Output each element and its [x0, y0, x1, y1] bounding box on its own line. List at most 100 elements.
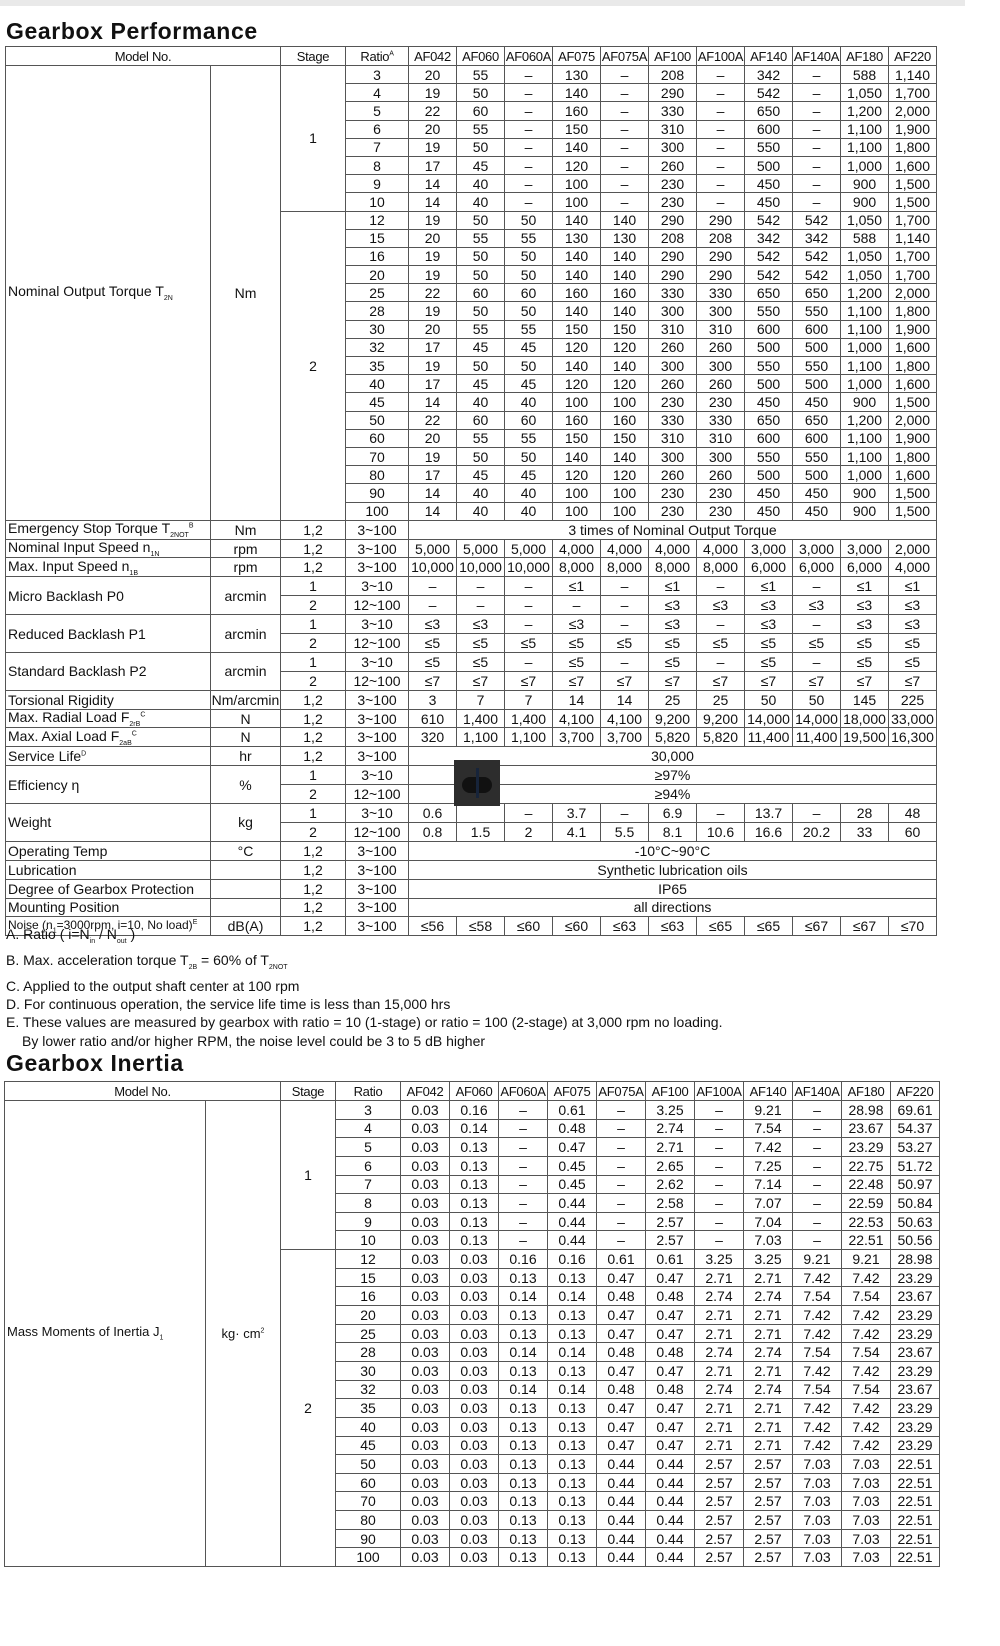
value-cell: – — [792, 155, 841, 176]
value-cell: 5,820 — [648, 727, 697, 748]
value-cell: – — [792, 192, 841, 212]
value-cell: 14 — [408, 483, 457, 503]
value-cell: 60 — [504, 410, 553, 430]
label-part: Torsional Rigidity — [8, 691, 114, 708]
value-cell: – — [600, 651, 649, 672]
value-cell: 40 — [504, 501, 553, 521]
value-cell: 140 — [552, 446, 601, 467]
value-cell: – — [694, 1211, 744, 1232]
spec-value-span: ≥94% — [408, 784, 937, 805]
value-cell: ≤7 — [600, 670, 649, 691]
value-cell: 300 — [696, 301, 745, 321]
value-cell: 0.16 — [449, 1100, 499, 1120]
value-cell: 7.03 — [792, 1547, 842, 1568]
ratio-cell: 12~100 — [345, 633, 409, 653]
value-cell: 50 — [456, 446, 505, 467]
value-cell: 0.47 — [645, 1267, 695, 1288]
value-cell: 0.14 — [498, 1379, 548, 1400]
value-cell: – — [792, 1193, 842, 1213]
value-cell: – — [792, 614, 841, 635]
value-cell: 900 — [840, 501, 889, 521]
value-cell: ≤3 — [840, 595, 889, 616]
value-cell: 55 — [504, 428, 553, 448]
value-cell: 3.25 — [694, 1249, 744, 1269]
value-cell: 14 — [408, 192, 457, 212]
value-cell: 550 — [792, 355, 841, 376]
value-cell: 19 — [408, 301, 457, 321]
value-cell: – — [696, 651, 745, 672]
value-cell: 50 — [456, 210, 505, 230]
value-cell: 2.74 — [694, 1286, 744, 1307]
value-cell: 0.13 — [449, 1155, 499, 1176]
spec-row: Efficiency η% 1 3~10 ≥97% — [5, 765, 937, 805]
spec-unit: hr — [210, 746, 281, 767]
value-cell: 600 — [792, 428, 841, 448]
value-cell: 2,000 — [888, 410, 937, 430]
label-part: 2aB — [119, 739, 132, 747]
ratio-cell: 6 — [335, 1155, 401, 1176]
value-cell: – — [694, 1155, 744, 1176]
value-cell: 60 — [456, 101, 505, 121]
value-cell: 450 — [744, 501, 793, 521]
spec-label: Efficiency η — [5, 765, 211, 805]
value-cell: 7.42 — [792, 1416, 842, 1437]
value-cell: ≤5 — [408, 651, 457, 672]
value-cell: ≤3 — [888, 614, 937, 635]
value-cell: 260 — [648, 337, 697, 358]
value-cell: 0.14 — [498, 1342, 548, 1362]
value-cell: 1,100 — [456, 727, 505, 748]
value-cell: ≤3 — [744, 614, 793, 635]
ratio-cell: 3~100 — [345, 859, 409, 880]
value-cell: 1,400 — [504, 708, 553, 729]
value-cell: 0.44 — [596, 1472, 646, 1493]
value-cell: 2.71 — [694, 1360, 744, 1381]
value-cell: 1,900 — [888, 319, 937, 339]
value-cell: 230 — [648, 392, 697, 412]
value-cell: 310 — [696, 319, 745, 339]
ratio-cell: 28 — [345, 301, 409, 321]
label-part: 2NOT — [170, 531, 189, 539]
value-cell: 3 — [408, 689, 457, 710]
value-cell: 4,000 — [552, 538, 601, 559]
value-cell: 0.03 — [400, 1510, 450, 1530]
value-cell: 11,400 — [744, 727, 793, 748]
value-cell: 290 — [696, 246, 745, 267]
spec-unit: kg — [210, 803, 281, 842]
value-cell: 0.47 — [547, 1137, 597, 1157]
value-cell: – — [696, 155, 745, 176]
label-part: Reduced Backlash P1 — [8, 625, 146, 642]
ratio-cell: 12 — [345, 210, 409, 230]
ratio-cell: 35 — [335, 1398, 401, 1418]
value-cell: 2.71 — [694, 1435, 744, 1456]
table-row: 25 22 60 60 160 160 330 330 650 650 1,200 2,000 — [6, 283, 937, 303]
spec-row: Max. Axial Load F2aBC N 1,2 3~100 320 1,100 1,… — [5, 727, 937, 748]
value-cell: 8,000 — [696, 557, 745, 578]
footnote-c: C. Applied to the output shaft center at… — [6, 978, 300, 994]
value-cell: – — [498, 1193, 548, 1213]
ratio-cell: 3~100 — [345, 557, 409, 578]
value-cell: 14 — [552, 689, 601, 710]
value-cell: – — [600, 155, 649, 176]
spec-unit — [210, 859, 281, 880]
value-cell: 40 — [456, 483, 505, 503]
value-cell: – — [792, 1174, 842, 1195]
value-cell: 7.54 — [743, 1118, 793, 1139]
value-cell: 0.03 — [449, 1528, 499, 1549]
spec-row: 2 12~100– – – – – ≤3 ≤3 ≤3 ≤3 ≤3 ≤3 — [6, 595, 937, 616]
value-cell: 50 — [456, 246, 505, 267]
value-cell: – — [696, 137, 745, 157]
value-cell: – — [552, 595, 601, 616]
value-cell: 0.13 — [547, 1323, 597, 1344]
label-part: A — [389, 50, 394, 58]
value-cell: 45 — [456, 465, 505, 485]
value-cell: 1,900 — [888, 428, 937, 448]
ratio-cell: 12~100 — [345, 595, 409, 616]
header-model-af075a: AF075A — [600, 46, 649, 66]
value-cell: 0.48 — [645, 1286, 695, 1307]
spec-label: Max. Radial Load F2rB C — [5, 708, 211, 729]
value-cell: 0.44 — [547, 1211, 597, 1232]
value-cell: 0.47 — [596, 1416, 646, 1437]
value-cell: 1,700 — [888, 265, 937, 285]
value-cell: 7.04 — [743, 1211, 793, 1232]
stage-cell: 1,2 — [280, 708, 346, 729]
